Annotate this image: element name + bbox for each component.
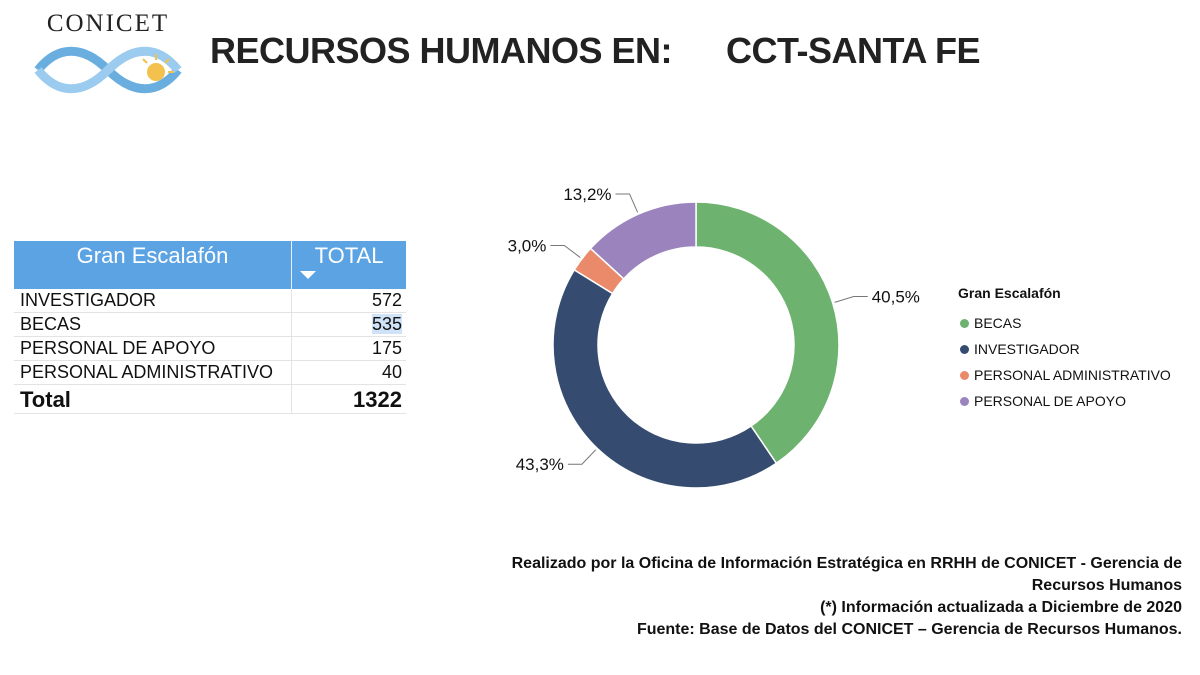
total-label: Total: [14, 384, 292, 414]
row-value: 572: [291, 289, 406, 313]
legend-item[interactable]: PERSONAL DE APOYO: [958, 388, 1171, 414]
summary-table: Gran Escalafón TOTAL INVESTIGADOR 572 BE…: [14, 241, 406, 414]
header-total-label: TOTAL: [314, 243, 384, 268]
selected-value: 535: [371, 314, 402, 334]
table-row: BECAS 535: [14, 312, 406, 337]
header-total[interactable]: TOTAL: [291, 241, 406, 289]
table-total-row: Total 1322: [14, 384, 406, 414]
page-title: RECURSOS HUMANOS EN:: [210, 30, 673, 71]
legend-swatch-icon: [960, 344, 969, 354]
footnotes: Realizado por la Oficina de Información …: [462, 553, 1182, 641]
row-name: BECAS: [14, 312, 292, 337]
row-value: 175: [291, 336, 406, 361]
note-line: Recursos Humanos: [1031, 577, 1182, 594]
logo-text: CONICET: [46, 10, 170, 37]
leader-line: [550, 245, 581, 258]
row-value: 40: [291, 360, 406, 385]
table-row: INVESTIGADOR 572: [14, 289, 406, 313]
data-label: 3,0%: [508, 237, 547, 256]
data-label: 13,2%: [563, 185, 611, 204]
legend-item[interactable]: INVESTIGADOR: [958, 336, 1171, 362]
sort-down-icon[interactable]: [300, 271, 316, 279]
data-label: 40,5%: [872, 287, 920, 306]
table-row: PERSONAL ADMINISTRATIVO 40: [14, 360, 406, 385]
donut-chart: 40,5% 43,3% 3,0% 13,2%: [508, 185, 920, 489]
header-gran-escalafon[interactable]: Gran Escalafón: [14, 241, 292, 289]
legend-swatch-icon: [960, 396, 969, 406]
legend-title: Gran Escalafón: [958, 285, 1061, 301]
legend-label: PERSONAL ADMINISTRATIVO: [974, 367, 1171, 383]
donut-slice-personal-de-apoyo[interactable]: [589, 201, 697, 280]
legend-swatch-icon: [960, 318, 969, 328]
table-row: PERSONAL DE APOYO 175: [14, 336, 406, 361]
row-name: PERSONAL ADMINISTRATIVO: [14, 360, 292, 385]
chart-legend: Gran Escalafón BECAS INVESTIGADOR PERSONAL…: [958, 285, 1171, 414]
leader-line: [834, 295, 868, 303]
donut-slice-becas[interactable]: [695, 201, 840, 465]
row-name: INVESTIGADOR: [14, 289, 292, 313]
page-title-location: CCT-SANTA FE: [726, 30, 980, 71]
data-label: 43,3%: [516, 455, 564, 474]
infinity-sun-icon: [34, 46, 182, 94]
legend-swatch-icon: [960, 370, 969, 380]
note-line: (*) Información actualizada a Diciembre …: [820, 599, 1182, 616]
leader-line: [615, 193, 639, 213]
legend-label: BECAS: [974, 315, 1022, 331]
legend-label: PERSONAL DE APOYO: [974, 393, 1126, 409]
legend-label: INVESTIGADOR: [974, 341, 1080, 357]
note-line: Fuente: Base de Datos del CONICET – Gere…: [636, 621, 1182, 638]
total-value: 1322: [291, 384, 406, 414]
note-line: Realizado por la Oficina de Información …: [511, 555, 1182, 572]
conicet-logo: CONICET: [28, 10, 188, 102]
leader-line: [567, 449, 597, 465]
row-value: 535: [291, 312, 406, 337]
legend-item[interactable]: BECAS: [958, 310, 1171, 336]
legend-item[interactable]: PERSONAL ADMINISTRATIVO: [958, 362, 1171, 388]
donut-slice-investigador[interactable]: [552, 268, 778, 489]
row-name: PERSONAL DE APOYO: [14, 336, 292, 361]
